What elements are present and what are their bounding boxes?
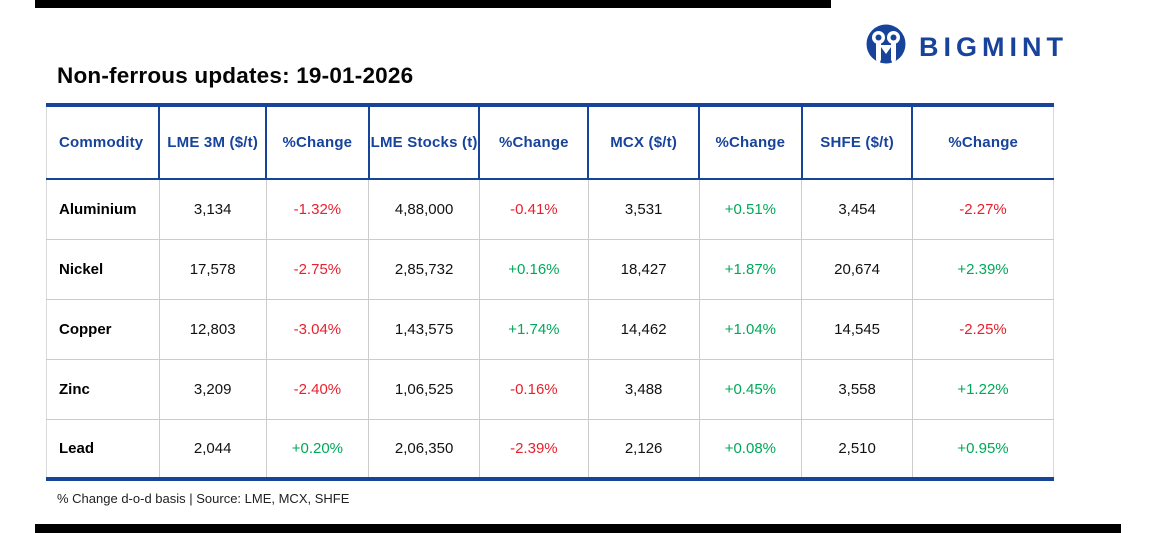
commodity-table-wrapper: Commodity LME 3M ($/t) %Change LME Stocks (… [46, 103, 1054, 481]
commodity-cell: Lead [46, 418, 160, 479]
value-cell: 2,044 [158, 418, 267, 479]
footer-note: % Change d-o-d basis | Source: LME, MCX,… [57, 491, 350, 506]
change-cell: +2.39% [911, 238, 1054, 299]
value-cell: 2,510 [801, 418, 913, 479]
column-header: %Change [911, 105, 1054, 180]
commodity-cell: Zinc [46, 358, 160, 419]
column-header: MCX ($/t) [587, 105, 699, 180]
value-cell: 17,578 [158, 238, 267, 299]
change-cell: +0.95% [911, 418, 1054, 479]
page-title: Non-ferrous updates: 19-01-2026 [57, 63, 414, 88]
commodity-cell: Copper [46, 298, 160, 359]
change-cell: +1.87% [698, 238, 802, 299]
table-row: Lead 2,044 +0.20% 2,06,350 -2.39% 2,126 +0.08%… [46, 418, 1054, 479]
top-accent-bar [35, 0, 831, 8]
value-cell: 3,558 [801, 358, 913, 419]
change-cell: -0.41% [478, 179, 589, 239]
value-cell: 3,454 [801, 179, 913, 239]
table-body: Aluminium 3,134 -1.32% 4,88,000 -0.41% 3,531 +… [46, 179, 1054, 479]
value-cell: 2,85,732 [368, 238, 480, 299]
change-cell: +1.22% [911, 358, 1054, 419]
value-cell: 3,134 [158, 179, 267, 239]
change-cell: +0.45% [698, 358, 802, 419]
value-cell: 2,126 [587, 418, 699, 479]
change-cell: +1.74% [478, 298, 589, 359]
change-cell: -2.27% [911, 179, 1054, 239]
change-cell: +0.51% [698, 179, 802, 239]
change-cell: -2.40% [265, 358, 369, 419]
table-row: Zinc 3,209 -2.40% 1,06,525 -0.16% 3,488 +0.45%… [46, 358, 1054, 419]
value-cell: 3,209 [158, 358, 267, 419]
column-header: LME 3M ($/t) [158, 105, 267, 180]
value-cell: 14,462 [587, 298, 699, 359]
column-header: %Change [698, 105, 802, 180]
value-cell: 4,88,000 [368, 179, 480, 239]
value-cell: 20,674 [801, 238, 913, 299]
table-row: Copper 12,803 -3.04% 1,43,575 +1.74% 14,462 +1… [46, 298, 1054, 359]
table-row: Nickel 17,578 -2.75% 2,85,732 +0.16% 18,427 +1… [46, 238, 1054, 299]
change-cell: +0.16% [478, 238, 589, 299]
column-header: %Change [265, 105, 369, 180]
commodity-cell: Aluminium [59, 200, 137, 218]
change-cell: -2.39% [478, 418, 589, 479]
change-cell: -1.32% [265, 179, 369, 239]
column-header: LME Stocks (t) [367, 105, 480, 180]
change-cell: -0.16% [478, 358, 589, 419]
column-header: %Change [478, 105, 589, 180]
change-cell: +1.04% [698, 298, 802, 359]
value-cell: 3,488 [587, 358, 699, 419]
commodity-table: Commodity LME 3M ($/t) %Change LME Stocks (… [46, 103, 1054, 481]
table-row: Aluminium 3,134 -1.32% 4,88,000 -0.41% 3,531 +… [47, 179, 1054, 239]
value-cell: 14,545 [801, 298, 913, 359]
brand-name: BIGMINT [919, 32, 1068, 62]
bigmint-mascot-icon [866, 24, 906, 71]
value-cell: 1,43,575 [368, 298, 480, 359]
value-cell: 3,531 [587, 179, 699, 239]
change-cell: +0.08% [698, 418, 802, 479]
change-cell: +0.20% [265, 418, 369, 479]
change-cell: -2.75% [265, 238, 369, 299]
change-cell: -3.04% [265, 298, 369, 359]
value-cell: 18,427 [587, 238, 699, 299]
column-header: SHFE ($/t) [800, 105, 913, 180]
commodity-cell: Nickel [46, 238, 160, 299]
value-cell: 2,06,350 [368, 418, 480, 479]
column-header: Commodity [46, 105, 160, 180]
value-cell: 12,803 [158, 298, 267, 359]
bottom-accent-bar [35, 524, 1121, 533]
value-cell: 1,06,525 [368, 358, 480, 419]
brand-logo: BIGMINT [866, 24, 1068, 71]
header-row: Commodity LME 3M ($/t) %Change LME Stocks (… [46, 105, 1054, 180]
change-cell: -2.25% [911, 298, 1054, 359]
